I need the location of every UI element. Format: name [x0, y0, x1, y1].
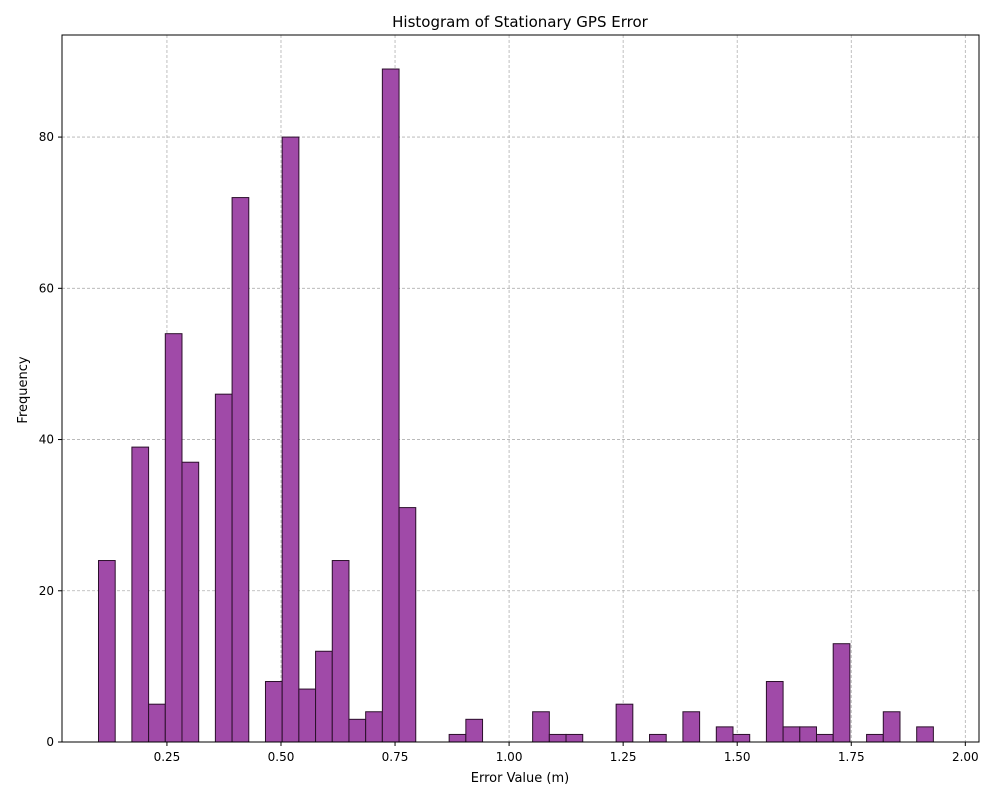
histogram-bar: [732, 733, 751, 743]
histogram-bar: [164, 333, 183, 743]
x-tick-label: 1.25: [610, 750, 637, 764]
x-tick-label: 0.75: [382, 750, 409, 764]
y-tick-label: 80: [39, 130, 54, 144]
histogram-bar: [398, 507, 417, 743]
histogram-bar: [715, 726, 734, 743]
histogram-bar: [782, 726, 801, 743]
histogram-bar: [148, 703, 166, 743]
histogram-bar: [832, 643, 851, 743]
bars-layer: [97, 68, 934, 743]
histogram-bar: [765, 681, 784, 743]
histogram-bar: [97, 560, 116, 743]
grid-layer: [62, 35, 979, 743]
histogram-bar: [214, 393, 233, 743]
histogram-bar: [281, 136, 300, 743]
y-tick-label: 40: [39, 433, 54, 447]
y-tick-label: 20: [39, 584, 54, 598]
histogram-bar: [131, 446, 150, 743]
y-tick-label: 60: [39, 281, 54, 295]
histogram-bar: [682, 711, 701, 743]
histogram-bar: [615, 703, 634, 743]
histogram-bar: [264, 681, 283, 743]
histogram-bar: [315, 650, 333, 743]
y-tick-label: 0: [46, 735, 54, 749]
x-tick-label: 1.00: [496, 750, 523, 764]
histogram-bar: [465, 718, 484, 743]
histogram-bar: [882, 711, 901, 743]
histogram-bar: [532, 711, 550, 743]
histogram-bar: [231, 197, 250, 743]
x-tick-label: 1.50: [724, 750, 751, 764]
histogram-bar: [381, 68, 400, 743]
histogram-bar: [815, 733, 834, 743]
histogram-bar: [565, 733, 584, 743]
histogram-bar: [348, 718, 367, 743]
x-ticks: 0.25 0.50 0.75 1.00 1.25 1.50 1.75 2.00: [154, 742, 979, 764]
histogram-bar: [298, 688, 317, 743]
histogram-bar: [548, 733, 567, 743]
histogram-bar: [448, 733, 467, 743]
histogram-bar: [181, 461, 200, 743]
x-axis-label: Error Value (m): [471, 771, 569, 786]
x-tick-label: 0.25: [154, 750, 181, 764]
x-tick-label: 0.50: [268, 750, 295, 764]
histogram-bar: [916, 726, 934, 743]
histogram-bar: [365, 711, 383, 743]
histogram-bar: [331, 560, 350, 743]
histogram-bar: [866, 733, 884, 743]
x-tick-label: 1.75: [838, 750, 865, 764]
plot-frame: [61, 34, 980, 743]
histogram-bar: [649, 733, 667, 743]
chart-title: Histogram of Stationary GPS Error: [392, 13, 648, 31]
histogram-bar: [799, 726, 817, 743]
y-axis-label: Frequency: [16, 356, 31, 423]
y-ticks: 0 20 40 60 80: [39, 130, 62, 749]
x-tick-label: 2.00: [952, 750, 979, 764]
